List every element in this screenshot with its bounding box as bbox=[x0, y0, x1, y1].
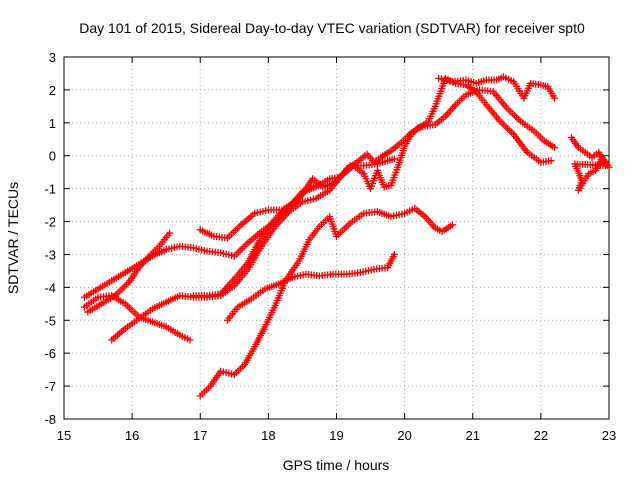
x-tick-label: 20 bbox=[397, 428, 411, 443]
grid-lines bbox=[64, 57, 609, 419]
x-tick-label: 18 bbox=[261, 428, 275, 443]
y-axis-label: SDTVAR / TECUs bbox=[5, 182, 21, 294]
x-axis-label: GPS time / hours bbox=[283, 457, 390, 473]
x-tick-label: 21 bbox=[466, 428, 480, 443]
y-tick-label: -3 bbox=[44, 247, 56, 262]
series-track-f bbox=[108, 155, 398, 344]
data-series bbox=[80, 73, 613, 400]
x-tick-label: 17 bbox=[193, 428, 207, 443]
data-point bbox=[390, 155, 398, 163]
series-track-c bbox=[84, 229, 174, 316]
y-tick-label: 3 bbox=[49, 50, 56, 65]
series-track-i bbox=[435, 73, 558, 102]
x-tick-label: 15 bbox=[57, 428, 71, 443]
series-track-h bbox=[196, 204, 456, 400]
y-tick-label: 2 bbox=[49, 83, 56, 98]
data-point bbox=[448, 221, 456, 229]
y-tick-label: -6 bbox=[44, 346, 56, 361]
y-tick-label: 1 bbox=[49, 116, 56, 131]
y-tick-label: -5 bbox=[44, 313, 56, 328]
data-point bbox=[547, 157, 555, 165]
y-tick-label: -1 bbox=[44, 182, 56, 197]
data-point bbox=[551, 94, 558, 102]
x-tick-label: 23 bbox=[602, 428, 616, 443]
y-tick-label: -4 bbox=[44, 280, 56, 295]
data-point bbox=[166, 229, 174, 237]
data-point bbox=[186, 336, 194, 344]
series-track-e bbox=[189, 86, 558, 300]
chart-title: Day 101 of 2015, Sidereal Day-to-day VTE… bbox=[79, 20, 585, 36]
data-point bbox=[390, 250, 398, 258]
series-track-g bbox=[224, 250, 398, 324]
data-point bbox=[605, 163, 613, 171]
y-tick-label: -2 bbox=[44, 215, 56, 230]
data-point bbox=[551, 144, 558, 151]
y-tick-label: 0 bbox=[49, 149, 56, 164]
y-tick-label: -7 bbox=[44, 379, 56, 394]
x-tick-label: 22 bbox=[534, 428, 548, 443]
y-tick-label: -8 bbox=[44, 412, 56, 427]
x-tick-label: 16 bbox=[125, 428, 139, 443]
series-track-j bbox=[568, 134, 613, 194]
x-tick-label: 19 bbox=[329, 428, 343, 443]
